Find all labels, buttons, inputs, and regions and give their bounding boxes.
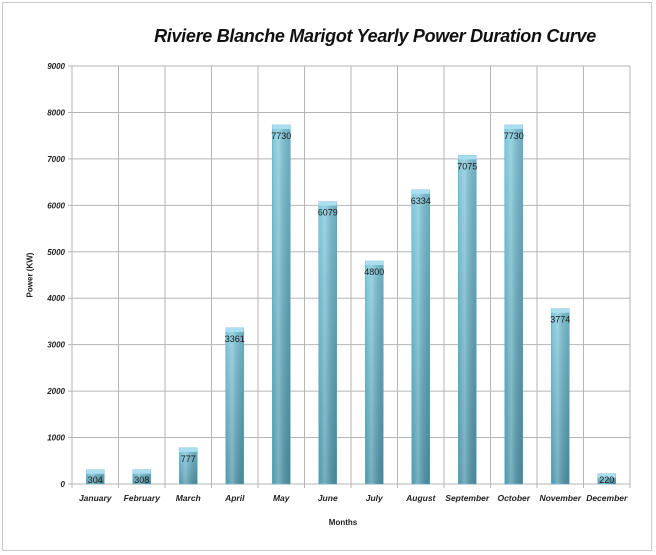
x-tick-label: January (79, 493, 113, 503)
y-tick-label: 1000 (47, 434, 65, 443)
x-tick-label: June (318, 493, 338, 503)
y-tick-label: 2000 (46, 387, 65, 396)
y-tick-label: 8000 (47, 108, 65, 117)
bar-highlight (597, 473, 616, 484)
x-tick-label: October (497, 493, 530, 503)
bar-highlight (318, 201, 337, 484)
bar-cap (272, 124, 291, 129)
chart-title: Riviere Blanche Marigot Yearly Power Dur… (154, 26, 596, 46)
y-tick-label: 3000 (47, 341, 65, 350)
bars-layer (85, 124, 617, 485)
y-tick-label: 0 (61, 480, 66, 489)
x-tick-label: July (366, 493, 384, 503)
bar-cap (132, 469, 151, 474)
labels-layer: 0 1000 2000 3000 4000 5000 6000 7000 8000 9000 304… (46, 62, 628, 503)
data-label: 777 (181, 454, 196, 464)
data-label: 304 (88, 475, 103, 485)
bar-cap (179, 447, 198, 452)
bar-highlight (551, 308, 570, 484)
bar-cap (458, 155, 477, 160)
x-tick-label: May (273, 493, 291, 503)
bar-highlight (411, 189, 430, 484)
data-label: 3774 (550, 315, 570, 325)
bar-cap (551, 308, 570, 313)
bar-highlight (225, 327, 244, 484)
data-label: 308 (134, 475, 149, 485)
data-label: 4800 (364, 267, 384, 277)
data-label: 3361 (225, 334, 245, 344)
data-label: 6334 (411, 196, 431, 206)
bar-cap (225, 327, 244, 332)
x-tick-label: December (586, 493, 628, 503)
x-axis-label: Months (328, 518, 358, 527)
bar-highlight (179, 447, 198, 484)
bar-cap (86, 469, 105, 474)
data-label: 6079 (318, 208, 338, 218)
bar-highlight (272, 124, 291, 485)
bar-cap (597, 473, 616, 478)
data-label: 7730 (271, 131, 291, 141)
x-tick-label: November (539, 493, 581, 503)
data-label: 220 (599, 475, 614, 485)
x-tick-label: April (224, 493, 245, 503)
data-label: 7075 (457, 161, 477, 171)
y-tick-label: 6000 (47, 201, 65, 210)
bar-highlight (504, 124, 523, 485)
x-tick-label: August (405, 493, 436, 503)
x-tick-label: February (124, 493, 162, 503)
data-label: 7730 (504, 131, 524, 141)
bar-highlight (458, 155, 477, 484)
bar-cap (411, 189, 430, 194)
x-tick-label: March (176, 493, 201, 503)
y-tick-label: 7000 (47, 155, 65, 164)
bar-cap (318, 201, 337, 206)
y-tick-label: 9000 (47, 62, 65, 71)
x-tick-label: September (445, 493, 490, 503)
bar-highlight (365, 261, 384, 484)
bar-cap (504, 124, 523, 129)
bar-cap (365, 261, 384, 266)
y-tick-label: 5000 (47, 248, 65, 257)
y-tick-label: 4000 (46, 294, 65, 303)
grid-layer (68, 65, 631, 488)
